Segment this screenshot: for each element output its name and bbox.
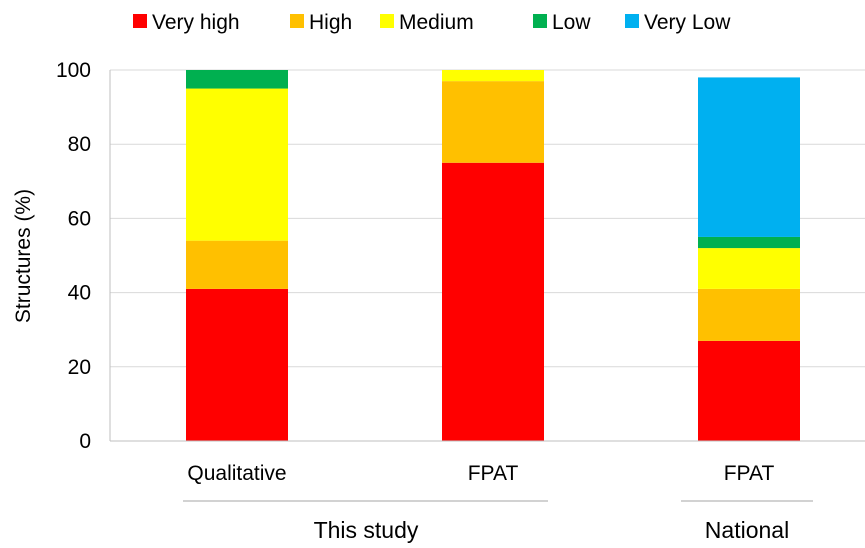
- bar-segment-very-high: [698, 340, 800, 441]
- group-labels: This study National: [183, 500, 813, 543]
- legend-swatch: [625, 14, 639, 28]
- y-tick-label: 80: [68, 133, 91, 156]
- category-label: FPAT: [724, 462, 775, 485]
- bar-segment-medium: [698, 248, 800, 289]
- bars: [186, 70, 800, 441]
- legend-label: Very Low: [644, 11, 731, 34]
- y-tick-label: 60: [68, 207, 91, 230]
- bar-segment-low: [698, 236, 800, 249]
- y-tick-label: 100: [56, 59, 91, 82]
- category-label: Qualitative: [187, 462, 286, 485]
- bar-segment-very-high: [442, 162, 544, 441]
- category-labels: Qualitative FPAT FPAT: [187, 462, 774, 485]
- category-label: FPAT: [468, 462, 519, 485]
- legend-label: High: [309, 11, 352, 34]
- y-axis-title: Structures (%): [12, 189, 35, 323]
- legend-swatch: [290, 14, 304, 28]
- y-tick-label: 20: [68, 356, 91, 379]
- legend-label: Low: [552, 11, 591, 34]
- bar-segment-medium: [442, 70, 544, 82]
- bar-segment-low: [186, 70, 288, 89]
- bar-segment-high: [442, 81, 544, 163]
- bar-segment-medium: [186, 88, 288, 241]
- legend-label: Medium: [399, 11, 474, 34]
- legend-swatch: [133, 14, 147, 28]
- axes: [109, 70, 865, 442]
- legend: Very high High Medium Low Very Low: [133, 11, 731, 34]
- group-label: National: [705, 517, 789, 543]
- legend-swatch: [533, 14, 547, 28]
- y-tick-label: 0: [79, 430, 91, 453]
- y-tick-labels: 0 20 40 60 80 100: [56, 59, 91, 453]
- bar-segment-very-low: [698, 77, 800, 237]
- bar-segment-very-high: [186, 288, 288, 441]
- legend-label: Very high: [152, 11, 240, 34]
- y-tick-label: 40: [68, 282, 91, 305]
- bar-segment-high: [186, 240, 288, 289]
- group-label: This study: [314, 517, 419, 543]
- legend-swatch: [380, 14, 394, 28]
- bar-segment-high: [698, 288, 800, 341]
